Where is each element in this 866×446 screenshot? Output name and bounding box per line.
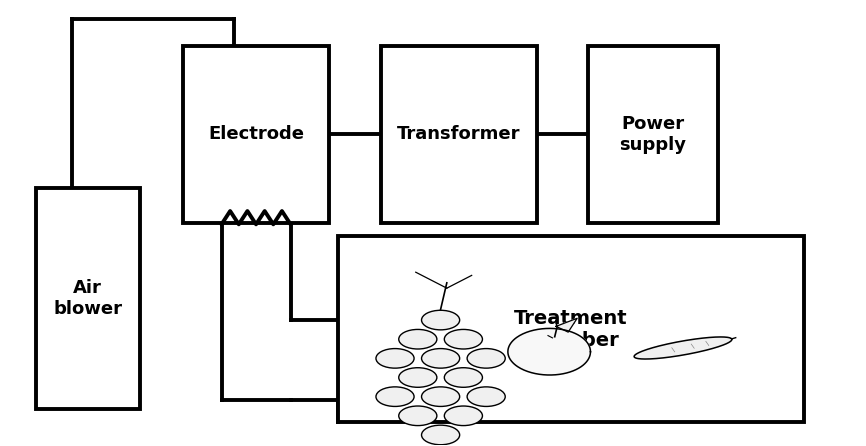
Circle shape bbox=[376, 349, 414, 368]
Polygon shape bbox=[634, 337, 732, 359]
Circle shape bbox=[422, 310, 460, 330]
Circle shape bbox=[444, 368, 482, 387]
Circle shape bbox=[422, 387, 460, 406]
Circle shape bbox=[467, 349, 505, 368]
Text: Power
supply: Power supply bbox=[619, 115, 687, 154]
Circle shape bbox=[422, 425, 460, 445]
Bar bbox=[588, 45, 718, 223]
Polygon shape bbox=[556, 318, 577, 332]
Text: Transformer: Transformer bbox=[397, 125, 520, 143]
Circle shape bbox=[398, 330, 436, 349]
Bar bbox=[381, 45, 537, 223]
Bar bbox=[338, 236, 805, 422]
Polygon shape bbox=[507, 328, 591, 375]
Circle shape bbox=[422, 349, 460, 368]
Text: Electrode: Electrode bbox=[208, 125, 304, 143]
Circle shape bbox=[467, 387, 505, 406]
Circle shape bbox=[398, 406, 436, 425]
Text: Air
blower: Air blower bbox=[53, 279, 122, 318]
Bar bbox=[183, 45, 329, 223]
Text: Treatment
chamber: Treatment chamber bbox=[514, 309, 628, 350]
Circle shape bbox=[444, 406, 482, 425]
Circle shape bbox=[398, 368, 436, 387]
Circle shape bbox=[444, 330, 482, 349]
Circle shape bbox=[376, 387, 414, 406]
Bar bbox=[36, 187, 139, 409]
